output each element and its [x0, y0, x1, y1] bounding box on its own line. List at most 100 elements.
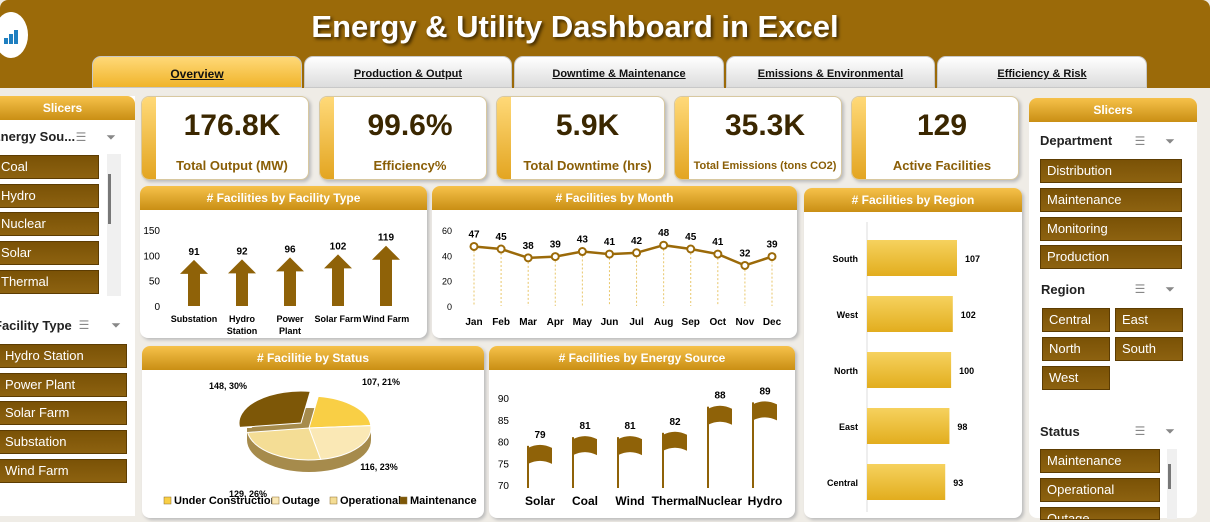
x-tick-label: Aug: [654, 317, 673, 328]
data-point: [767, 252, 777, 262]
slicer-item-hydro[interactable]: Hydro: [0, 184, 99, 208]
multi-select-icon[interactable]: ☰: [1134, 424, 1146, 438]
slicer-item-distribution[interactable]: Distribution: [1040, 159, 1182, 183]
clear-filter-icon[interactable]: ⏷: [1165, 134, 1175, 148]
slicer-item-power-plant[interactable]: Power Plant: [0, 373, 127, 397]
y-tick-label: 100: [143, 251, 160, 262]
data-label: 100: [959, 366, 974, 376]
slicer-item-operational[interactable]: Operational: [1040, 478, 1160, 502]
slicer-item-west[interactable]: West: [1042, 366, 1110, 390]
data-label: 81: [579, 421, 591, 432]
kpi-value: 5.9K: [555, 109, 620, 142]
y-tick-label: 60: [442, 226, 452, 236]
right-slicer-panel: Slicers Department ☰ ⏷ Distribution Main…: [1029, 98, 1197, 520]
y-tick-label: 0: [154, 302, 160, 313]
clear-filter-icon[interactable]: ⏷: [111, 318, 121, 332]
x-tick-label: Thermal: [652, 494, 699, 508]
slicer-item-monitoring[interactable]: Monitoring: [1040, 217, 1182, 241]
slicer-item-nuclear[interactable]: Nuclear: [0, 212, 99, 236]
flag-bar: [618, 436, 642, 456]
bar-arrow: [276, 257, 304, 306]
data-label: 32: [739, 248, 751, 259]
data-point: [686, 244, 696, 254]
slicer-item-south[interactable]: South: [1115, 337, 1183, 361]
region-bar: [867, 296, 953, 332]
tab-emissions-environmental[interactable]: Emissions & Environmental: [726, 56, 935, 88]
data-label: 79: [534, 430, 546, 441]
multi-select-icon[interactable]: ☰: [78, 318, 90, 332]
y-tick-label: 90: [498, 394, 510, 405]
tab-overview[interactable]: Overview: [92, 56, 302, 88]
x-tick-label: Oct: [709, 317, 726, 328]
data-label: 43: [577, 235, 589, 246]
slicer-item-solar[interactable]: Solar: [0, 241, 99, 265]
y-tick-label: 40: [442, 251, 452, 261]
legend-label: Maintenance: [410, 495, 477, 507]
data-label: 91: [188, 247, 200, 258]
x-tick-label: Wind: [615, 494, 644, 508]
bar-arrow: [372, 245, 400, 306]
slicer-item-hydro-station[interactable]: Hydro Station: [0, 344, 127, 368]
energy-source-scrollbar[interactable]: [107, 154, 121, 296]
slicer-item-outage[interactable]: Outage: [1040, 507, 1160, 520]
data-label: 92: [236, 246, 248, 257]
kpi-card-efficiency: 99.6% Efficiency%: [319, 96, 487, 180]
data-label: 107, 21%: [362, 377, 400, 387]
x-tick-label: Jul: [629, 317, 644, 328]
data-label: 89: [759, 386, 771, 397]
y-tick-label: South: [833, 254, 859, 264]
clear-filter-icon[interactable]: ⏷: [1165, 424, 1175, 438]
multi-select-icon[interactable]: ☰: [1134, 134, 1146, 148]
y-tick-label: East: [839, 422, 858, 432]
multi-select-icon[interactable]: ☰: [1134, 282, 1146, 296]
pie-slice: [238, 390, 311, 428]
data-point: [632, 248, 642, 258]
kpi-value: 99.6%: [367, 109, 453, 142]
legend-swatch: [163, 496, 172, 505]
slicer-item-thermal[interactable]: Thermal: [0, 270, 99, 294]
clear-filter-icon[interactable]: ⏷: [1165, 282, 1175, 296]
region-bar: [867, 464, 946, 500]
energy-source-slicer-title: Energy Sou...: [0, 129, 76, 144]
slicer-item-north[interactable]: North: [1042, 337, 1110, 361]
y-tick-label: 75: [498, 459, 510, 470]
slicer-item-solar-farm[interactable]: Solar Farm: [0, 401, 127, 425]
chart-title: # Facilities by Region: [804, 188, 1022, 212]
slicer-item-east[interactable]: East: [1115, 308, 1183, 332]
slicer-item-production[interactable]: Production: [1040, 245, 1182, 269]
y-tick-label: 20: [442, 277, 452, 287]
chart-by-month: # Facilities by Month 0 20 40 60 47 Jan 45 Feb 3…: [432, 186, 797, 338]
flag-bar: [663, 431, 687, 451]
status-scrollbar[interactable]: [1167, 449, 1177, 519]
logo: [0, 12, 28, 58]
slicer-item-maintenance-status[interactable]: Maintenance: [1040, 449, 1160, 473]
chart-facility-type-svg: 0 50 100 150 91 Substation 92 Hydro Station 96 Pow…: [143, 226, 409, 336]
data-label: 47: [468, 229, 480, 240]
data-label: 107: [965, 254, 980, 264]
y-tick-label: 0: [447, 302, 452, 312]
clear-filter-icon[interactable]: ⏷: [106, 130, 116, 144]
pie-slice: [308, 425, 372, 460]
data-label: 41: [712, 237, 724, 248]
slicer-item-central[interactable]: Central: [1042, 308, 1110, 332]
chart-by-energy-source-svg: 70 75 80 85 90 79 Solar 81 Coal 81 Wind 82 Thermal 88…: [498, 386, 782, 508]
legend-label: Under Construction: [174, 495, 278, 507]
slicer-item-coal[interactable]: Coal: [0, 155, 99, 179]
y-tick-label: West: [837, 310, 858, 320]
y-tick-label: 150: [143, 226, 160, 237]
bar-arrow: [324, 254, 352, 306]
data-label: 93: [953, 478, 963, 488]
tab-production-output[interactable]: Production & Output: [304, 56, 512, 88]
chart-by-region: # Facilities by Region South 107 West 102 No…: [804, 188, 1022, 518]
chart-by-energy-source: # Facilities by Energy Source 70 75 80 85 90…: [489, 346, 795, 518]
tab-downtime-maintenance[interactable]: Downtime & Maintenance: [514, 56, 724, 88]
tab-efficiency-risk[interactable]: Efficiency & Risk: [937, 56, 1147, 88]
left-slicer-panel: Slicers Energy Sou... ☰ ⏷ Coal Hydro Nuc…: [0, 96, 135, 516]
multi-select-icon[interactable]: ☰: [75, 130, 87, 144]
slicer-item-maintenance[interactable]: Maintenance: [1040, 188, 1182, 212]
data-label: 102: [961, 310, 976, 320]
slicer-item-wind-farm[interactable]: Wind Farm: [0, 459, 127, 483]
data-label: 88: [714, 391, 726, 402]
bar-arrow: [180, 259, 208, 306]
slicer-item-substation[interactable]: Substation: [0, 430, 127, 454]
